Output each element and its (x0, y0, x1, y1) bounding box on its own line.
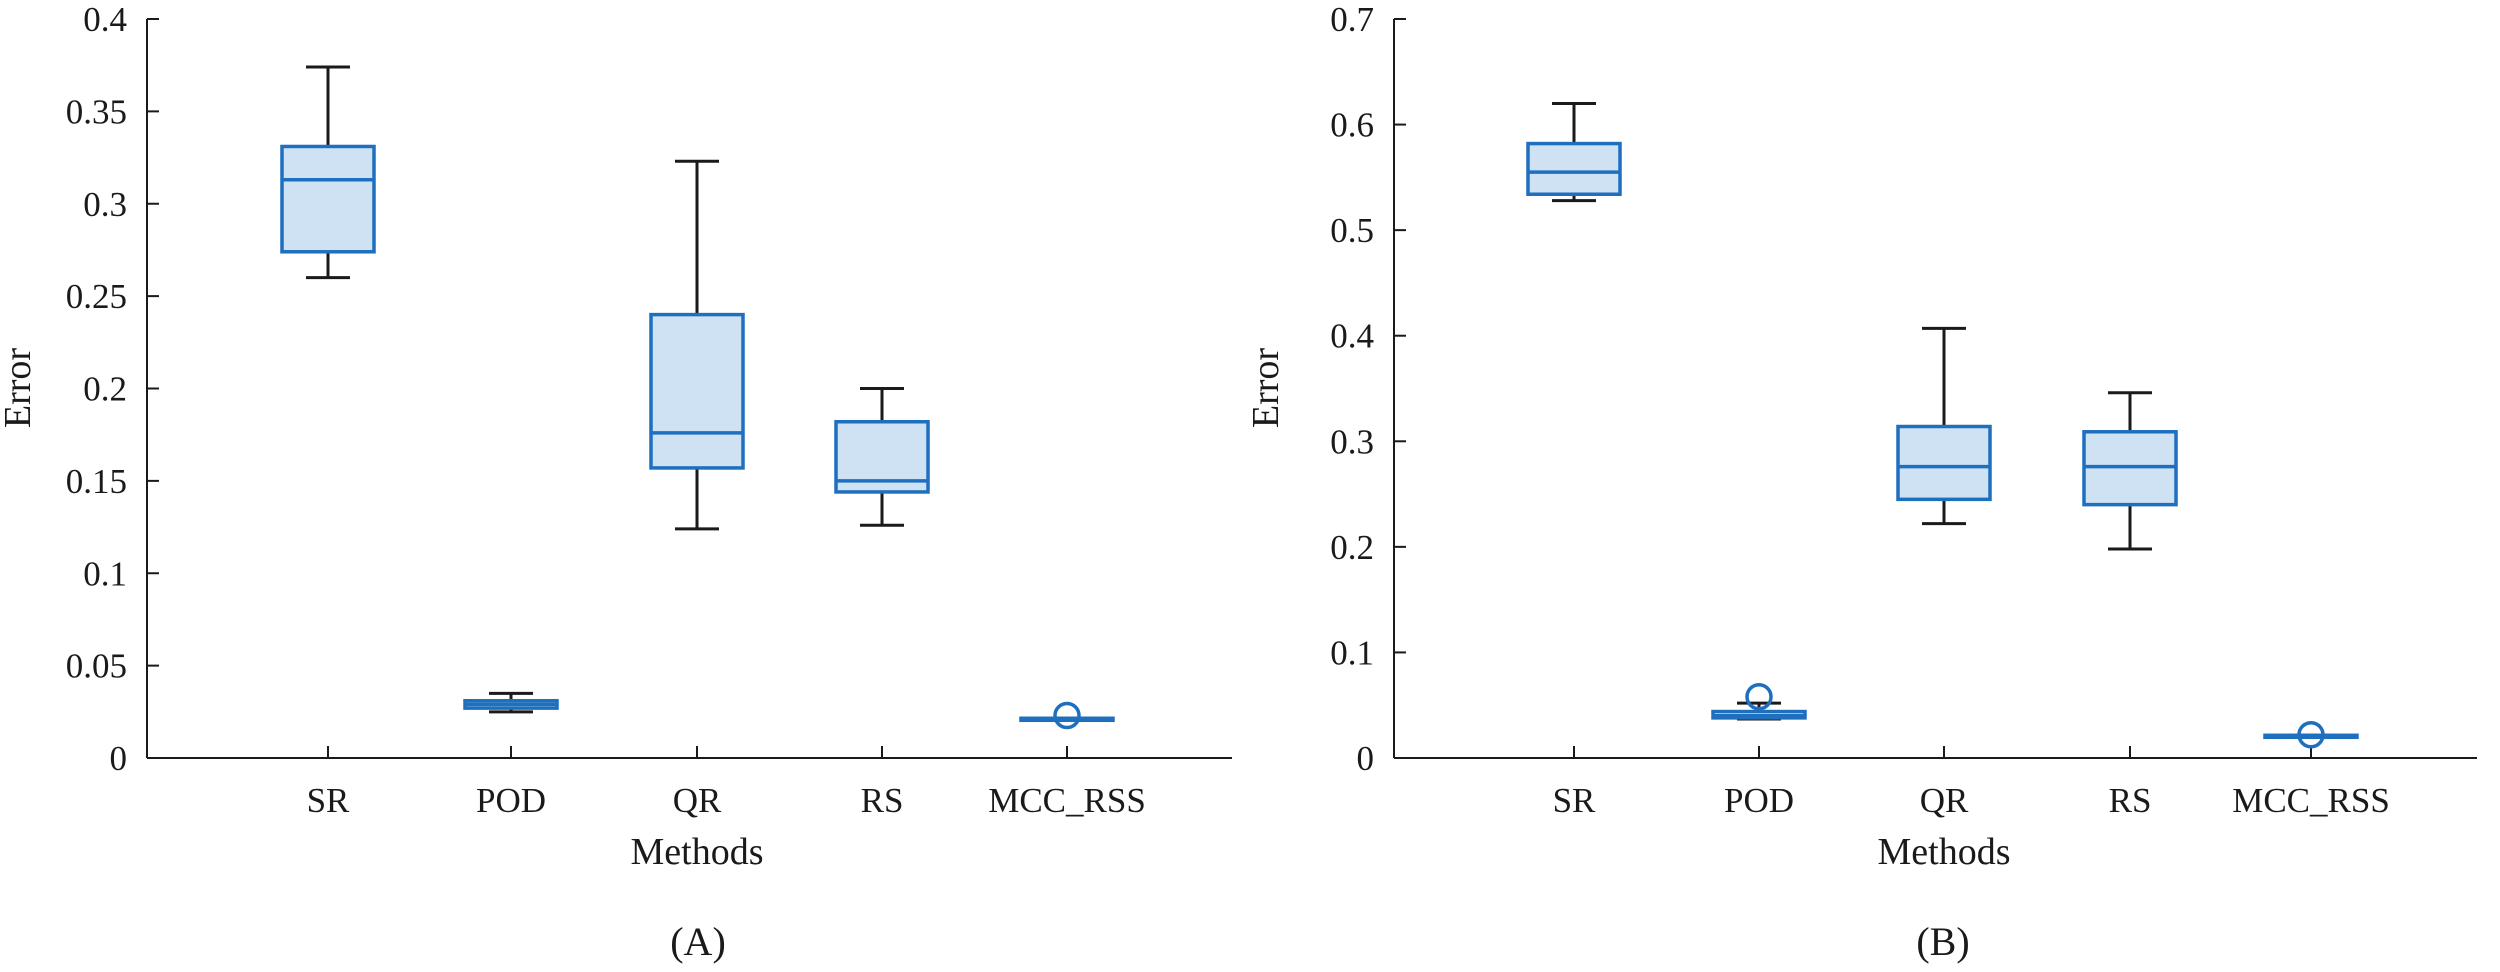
outlier-point (1745, 683, 1773, 711)
x-tick-label: RS (861, 781, 904, 820)
y-tick-label: 0 (110, 739, 128, 778)
x-axis-label: Methods (1878, 831, 2011, 873)
y-tick-label: 0.1 (1330, 633, 1374, 672)
outlier-point (2297, 721, 2325, 749)
x-tick-label: POD (476, 781, 546, 820)
panel-a-chart: 0 0.05 0.1 0.15 0.2 0.25 0.3 0.35 0.4 SR POD QR RS MC… (0, 0, 1232, 873)
box-iqr (280, 144, 376, 254)
y-axis-label: Error (1245, 348, 1287, 429)
box-iqr (649, 312, 745, 470)
x-tick-label: QR (1920, 781, 1969, 820)
y-tick-label: 0.25 (66, 277, 127, 316)
y-tick-label: 0.4 (1330, 317, 1374, 356)
outlier-point (1053, 701, 1081, 730)
y-tick-label: 0.7 (1330, 0, 1374, 39)
y-tick-label: 0.05 (66, 647, 127, 686)
y-tick-label: 0.5 (1330, 211, 1374, 250)
box-iqr (1896, 424, 1992, 502)
y-tick-label: 0.1 (83, 554, 127, 593)
x-axis-label: Methods (631, 831, 764, 873)
y-axis-label: Error (0, 348, 39, 429)
box-iqr (1526, 141, 1622, 196)
y-tick-label: 0.2 (1330, 528, 1374, 567)
x-tick-label: QR (673, 781, 722, 820)
panel-b-label: (B) (1916, 919, 1969, 964)
y-tick-label: 0.15 (66, 462, 127, 501)
y-tick-label: 0.2 (83, 370, 127, 409)
x-tick-label: RS (2109, 781, 2152, 820)
x-tick-label: SR (1553, 781, 1596, 820)
y-tick-label: 0 (1357, 739, 1375, 778)
x-tick-label: MCC_RSS (2232, 781, 2390, 820)
panel-b-chart: 0 0.1 0.2 0.3 0.4 0.5 0.6 0.7 SR POD QR RS MCC_RSS Me… (1245, 0, 2477, 873)
panel-a-label: (A) (670, 919, 726, 964)
y-tick-label: 0.3 (1330, 422, 1374, 461)
x-tick-label: SR (307, 781, 350, 820)
y-tick-label: 0.3 (83, 185, 127, 224)
y-tick-label: 0.4 (83, 0, 127, 39)
x-tick-label: MCC_RSS (988, 781, 1146, 820)
x-tick-label: POD (1724, 781, 1794, 820)
y-tick-label: 0.35 (66, 92, 127, 131)
y-tick-label: 0.6 (1330, 106, 1374, 145)
